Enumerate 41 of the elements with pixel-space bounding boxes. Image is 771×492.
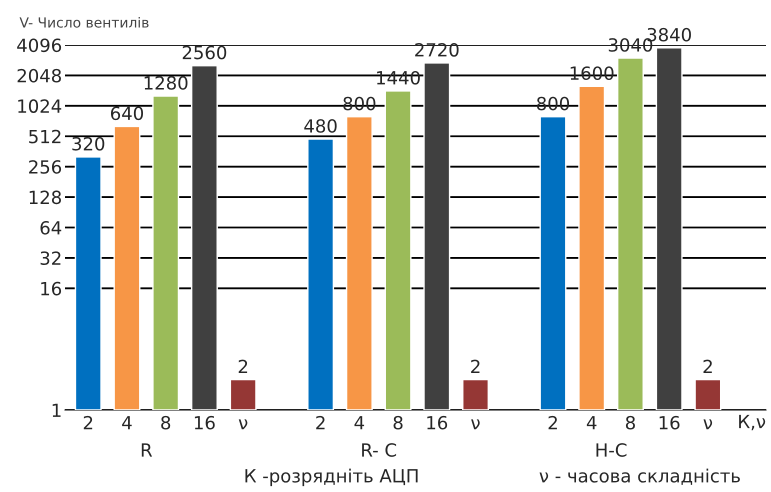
y-tick-label: 64 (40, 220, 62, 235)
y-tick-label: 4096 (17, 38, 62, 52)
x-tick-label: ν (471, 419, 480, 430)
x-tick-label: 8 (161, 416, 170, 430)
text: Н-С (596, 443, 626, 457)
data-label: 2720 (415, 43, 459, 57)
y-tick-label: 1024 (18, 99, 62, 113)
y-tick-label: 2048 (18, 68, 61, 83)
data-label: 2 (703, 360, 712, 374)
y-tick-label: 16 (41, 282, 62, 296)
y-tick-label: 256 (29, 160, 62, 174)
x-axis-title: К,ν (739, 414, 766, 430)
data-label: 1280 (144, 76, 188, 90)
x-tick-label: 4 (586, 416, 596, 430)
data-label: 640 (110, 106, 143, 120)
x-tick-label: ν (704, 419, 712, 430)
x-tick-label: ν (238, 419, 248, 430)
y-tick-label: 32 (40, 251, 60, 266)
x-tick-label: 2 (316, 416, 325, 430)
data-label: 320 (72, 136, 104, 151)
y-tick-label: 128 (30, 190, 61, 204)
x-tick-label: 2 (548, 416, 557, 430)
x-tick-label: 2 (84, 416, 92, 430)
x-tick-label: 8 (626, 416, 635, 430)
data-label: 2 (238, 360, 248, 374)
text: R (142, 443, 152, 457)
x-tick-label: 4 (354, 416, 364, 430)
y-tick-label: 1 (52, 404, 61, 417)
text: К -розрядніть АЦП (245, 468, 418, 486)
y-tick-label: 512 (29, 130, 60, 144)
data-label: 2560 (182, 46, 226, 60)
data-label: 480 (304, 119, 337, 133)
x-tick-label: 8 (394, 416, 403, 430)
text: R- C (362, 443, 396, 457)
text: ν - часова складність (540, 468, 740, 485)
x-tick-label: 16 (660, 416, 680, 430)
data-label: 2 (471, 360, 480, 374)
x-tick-label: 16 (194, 416, 215, 430)
x-tick-label: 16 (427, 416, 448, 430)
y-axis-title: V- Число вентилів (20, 16, 149, 28)
x-tick-label: 4 (122, 416, 132, 430)
